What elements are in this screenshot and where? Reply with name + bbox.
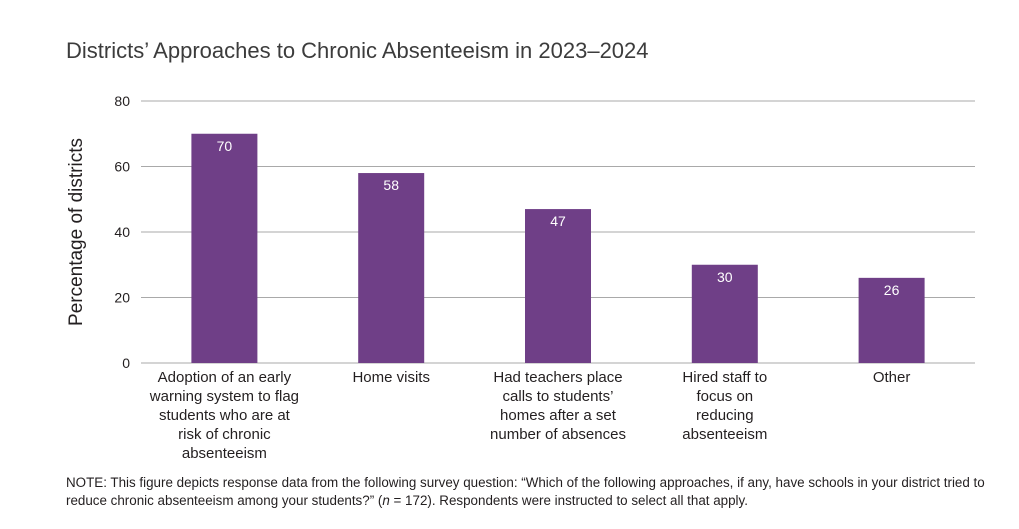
footnote: NOTE: This figure depicts response data … — [66, 474, 996, 510]
x-tick-label: absenteeism — [182, 445, 267, 462]
bar — [691, 264, 758, 363]
x-tick-label: Hired staff to — [682, 369, 767, 386]
x-tick-label: Home visits — [352, 369, 430, 386]
y-tick-label: 80 — [114, 93, 130, 109]
note-text-2: = 172). Respondents were instructed to s… — [389, 493, 748, 508]
bar-chart: 0 20 40 60 80 Percentage of districts 70 Adopti… — [66, 93, 975, 462]
note-text-1: NOTE: This figure depicts response data … — [66, 475, 985, 508]
x-tick-label: warning system to flag — [149, 388, 299, 405]
bar — [858, 277, 925, 363]
x-tick-label: Other — [873, 369, 911, 386]
data-label: 47 — [550, 213, 566, 229]
y-tick-label: 40 — [114, 224, 130, 240]
bar — [191, 133, 258, 363]
bar — [358, 173, 425, 363]
data-label: 26 — [884, 282, 900, 298]
y-tick-label: 0 — [122, 355, 130, 371]
x-tick-label: students who are at — [159, 407, 291, 424]
data-label: 70 — [217, 138, 233, 154]
x-tick-label: focus on — [696, 388, 753, 405]
x-tick-label: calls to students’ — [503, 388, 614, 405]
x-tick-label: Adoption of an early — [158, 369, 292, 386]
data-label: 30 — [717, 269, 733, 285]
bar — [525, 209, 591, 363]
chart-title: Districts’ Approaches to Chronic Absente… — [66, 38, 649, 63]
note-n-symbol: n — [382, 493, 390, 508]
data-label: 58 — [383, 177, 399, 193]
x-tick-label: risk of chronic — [178, 426, 271, 443]
x-tick-label: reducing — [696, 407, 754, 424]
x-tick-label: Had teachers place — [493, 369, 622, 386]
y-tick-label: 20 — [114, 290, 130, 306]
y-tick-label: 60 — [114, 159, 130, 175]
x-tick-label: number of absences — [490, 426, 626, 443]
y-axis-label: Percentage of districts — [66, 138, 87, 326]
x-tick-label: absenteeism — [682, 426, 767, 443]
x-tick-label: homes after a set — [500, 407, 617, 424]
